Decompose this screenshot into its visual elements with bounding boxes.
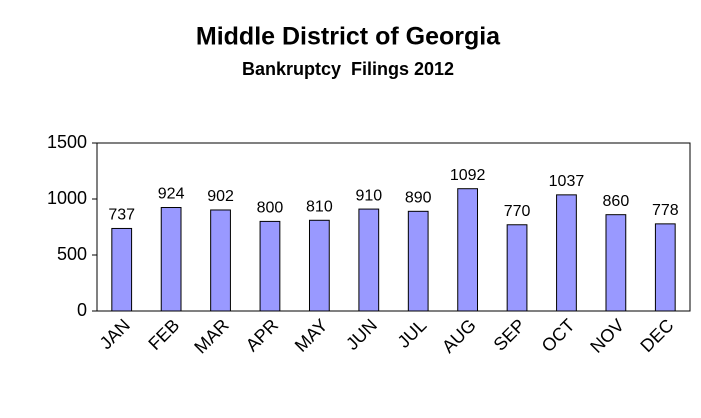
chart-title: Middle District of Georgia <box>196 23 501 51</box>
bar <box>605 214 627 312</box>
x-tick-label: MAY <box>291 315 332 356</box>
bar <box>407 210 429 312</box>
data-label: 737 <box>108 207 135 224</box>
data-label: 890 <box>405 190 432 207</box>
plot-area <box>96 142 691 312</box>
y-tick-label: 500 <box>57 244 87 264</box>
data-label: 1092 <box>450 167 486 184</box>
data-label: 910 <box>355 187 382 204</box>
x-tick-label: DEC <box>636 315 677 356</box>
data-label: 770 <box>504 203 531 220</box>
y-tick-label: 0 <box>77 300 87 320</box>
y-tick-label: 1500 <box>47 132 87 152</box>
bar <box>210 209 231 312</box>
data-label: 860 <box>603 193 630 210</box>
data-label: 1037 <box>549 173 585 190</box>
x-tick-label: AUG <box>438 315 480 357</box>
bar <box>556 194 577 312</box>
y-tick-label: 1000 <box>47 188 87 208</box>
x-tick-label: SEP <box>490 315 530 355</box>
data-label: 924 <box>158 186 185 203</box>
x-tick-label: JAN <box>96 315 134 353</box>
bar <box>654 223 676 312</box>
bar <box>457 188 479 312</box>
x-tick-label: OCT <box>538 315 579 356</box>
data-label: 800 <box>257 200 284 217</box>
bar <box>160 207 182 312</box>
x-tick-label: NOV <box>586 315 628 357</box>
bar <box>111 227 133 312</box>
bar <box>308 219 330 312</box>
data-label: 778 <box>652 202 679 219</box>
bar <box>358 208 380 312</box>
bar <box>259 220 281 312</box>
data-label: 810 <box>306 198 333 215</box>
x-tick-label: JUL <box>394 315 431 352</box>
chart-subtitle: Bankruptcy Filings 2012 <box>242 59 454 79</box>
data-label: 902 <box>207 188 234 205</box>
x-tick-label: APR <box>242 315 282 355</box>
x-tick-label: JUN <box>342 315 381 354</box>
x-tick-label: MAR <box>190 315 232 357</box>
bar <box>506 224 528 312</box>
x-tick-label: FEB <box>144 315 183 354</box>
